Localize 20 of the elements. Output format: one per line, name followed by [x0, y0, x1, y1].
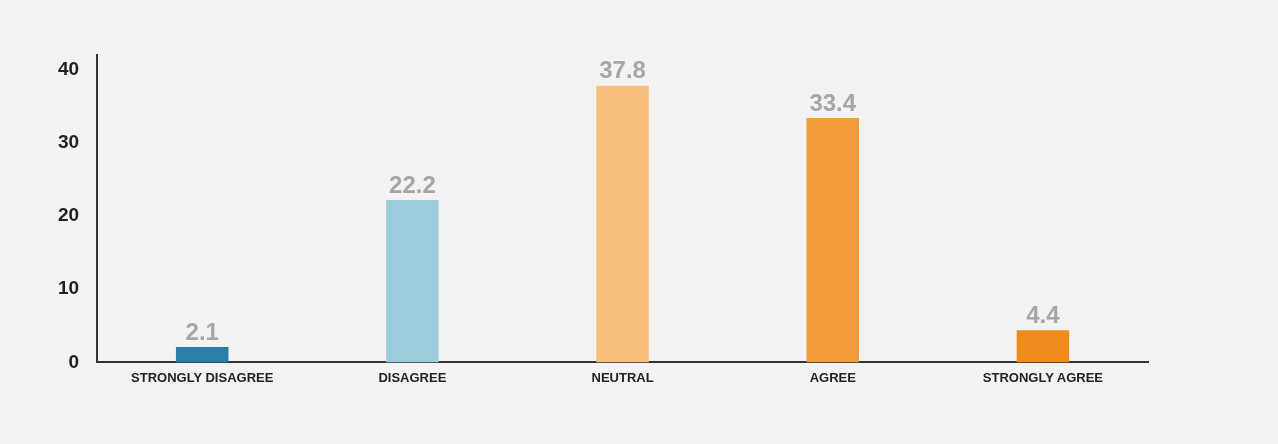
bar — [596, 85, 649, 363]
bar — [806, 117, 860, 363]
x-tick-label: NEUTRAL — [591, 369, 654, 385]
x-tick-label: AGREE — [809, 369, 857, 385]
y-tick-label: 0 — [68, 350, 80, 372]
x-tick-label: STRONGLY DISAGREE — [131, 369, 274, 385]
data-label: 4.4 — [1026, 300, 1061, 328]
x-tick-label: STRONGLY AGREE — [982, 369, 1104, 385]
bar — [175, 347, 229, 363]
data-label: 33.4 — [809, 88, 857, 116]
data-label: 37.8 — [599, 56, 646, 84]
y-tick-label: 10 — [57, 277, 80, 299]
data-label: 22.2 — [389, 170, 436, 198]
y-tick-label: 40 — [57, 57, 80, 79]
bar — [1016, 330, 1070, 363]
y-tick-label: 30 — [57, 131, 80, 153]
data-label: 2.1 — [185, 317, 219, 345]
bar — [386, 199, 439, 363]
x-tick-label: DISAGREE — [378, 369, 447, 385]
y-tick-label: 20 — [57, 204, 80, 226]
